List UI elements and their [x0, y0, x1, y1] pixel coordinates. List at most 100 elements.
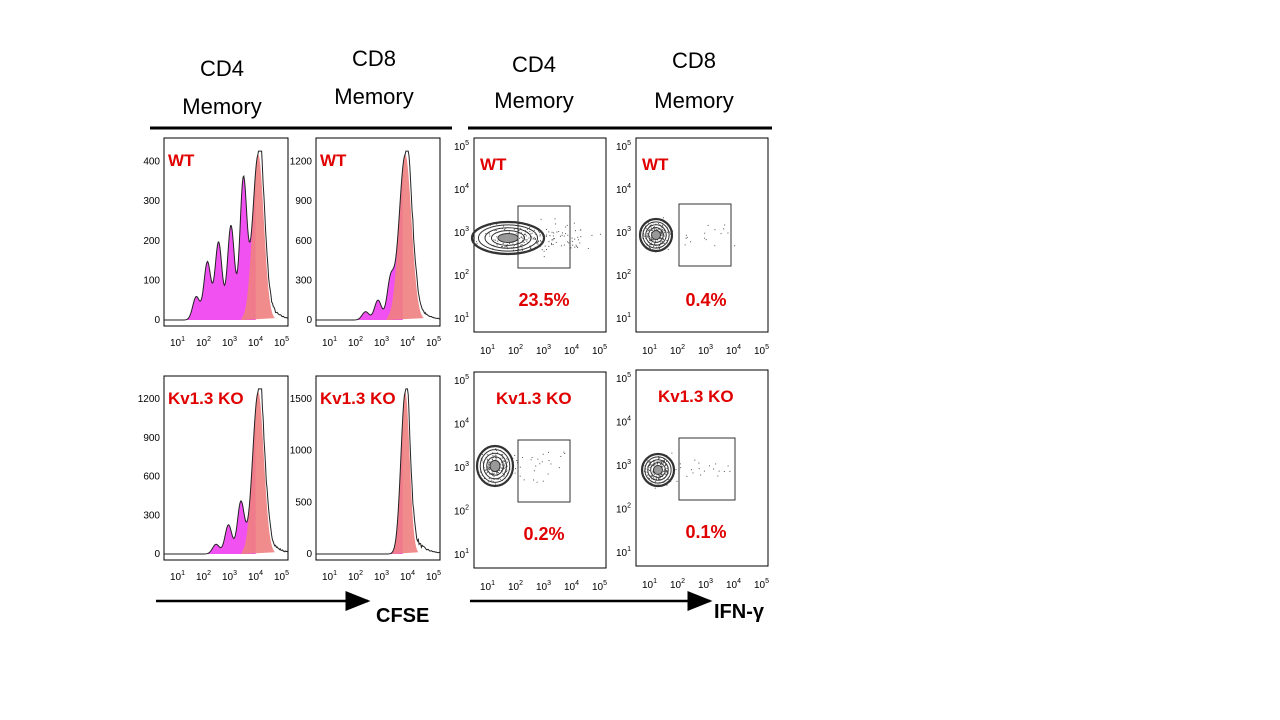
dot-cd8-ko-xtick-3: 103	[698, 578, 713, 591]
dot-cd8-ko-xtick-5: 105	[754, 578, 769, 591]
dot-cd8-wt: 101 102 103 104 105 101 102 103 104 105 WT 0.4%	[616, 137, 769, 357]
hist-cd4-wt-label: WT	[168, 151, 195, 170]
svg-text:Memory: Memory	[334, 84, 413, 109]
svg-text:Memory: Memory	[654, 88, 733, 113]
dot-cd8-ko-ytick-2: 102	[616, 503, 631, 516]
dot-cd8-wt-ytick-1: 101	[616, 312, 631, 325]
dot-cd8-ko-ytick-1: 101	[616, 546, 631, 559]
hist-cd4-ko-xtick-1: 101	[170, 570, 185, 583]
hist-cd8-ko-ytick-1: 500	[295, 497, 312, 508]
dot-cd8-wt-contour-1	[642, 221, 670, 249]
hist-cd8-ko-outline	[316, 388, 441, 555]
dot-cd4-wt-xtick-3: 103	[536, 344, 551, 357]
hist-cd4-ko-outline	[164, 388, 289, 555]
dot-cd4-ko: 101 102 103 104 105 101 102 103 104 105 Kv1.3 KO 0.…	[454, 371, 607, 593]
header-cd8-memory-ifn: CD8 Memory	[654, 48, 733, 113]
hist-cd8-ko: 0 500 1000 1500 101 102 103 104 105 Kv1.3 KO	[290, 375, 441, 583]
dot-cd8-wt-xtick-4: 104	[726, 344, 741, 357]
hist-cd4-wt-divided-area	[170, 173, 256, 320]
hist-cd4-ko-ytick-2: 600	[143, 472, 160, 483]
hist-cd4-ko-ytick-3: 900	[143, 433, 160, 444]
hist-cd4-ko-ytick-1: 300	[143, 510, 160, 521]
header-cd4-memory-ifn: CD4 Memory	[494, 52, 573, 113]
hist-cd8-ko-xtick-1: 101	[322, 570, 337, 583]
dot-cd4-wt-contour-4	[497, 233, 519, 243]
dot-cd4-ko-ytick-3: 103	[454, 461, 469, 474]
dot-cd4-ko-contour-0	[475, 444, 515, 488]
hist-cd8-ko-undivided-peak	[392, 392, 419, 554]
dot-cd8-ko-ytick-3: 103	[616, 459, 631, 472]
dot-cd8-ko: 101 102 103 104 105 101 102 103 104 105 Kv1.3 KO 0.…	[616, 369, 769, 591]
dot-cd4-ko-ytick-2: 102	[454, 505, 469, 518]
hist-cd8-wt-xtick-3: 103	[374, 336, 389, 349]
hist-cd4-wt-ytick-3: 300	[143, 196, 160, 207]
dot-cd8-ko-ytick-4: 104	[616, 416, 631, 429]
hist-cd8-wt-xtick-5: 105	[426, 336, 441, 349]
hist-cd4-ko-label: Kv1.3 KO	[168, 389, 244, 408]
dot-cd4-ko-xtick-3: 103	[536, 580, 551, 593]
dot-cd8-ko-ytick-5: 105	[616, 372, 631, 385]
hist-cd8-wt-ytick-2: 600	[295, 236, 312, 247]
cfse-axis-label: CFSE	[376, 605, 429, 627]
dot-cd8-wt-contour-2	[645, 224, 667, 246]
dot-cd8-wt-gate-percent: 0.4%	[685, 290, 726, 310]
dot-cd4-wt-ytick-1: 101	[454, 312, 469, 325]
svg-text:CD8: CD8	[352, 46, 396, 71]
dot-cd4-ko-ytick-1: 101	[454, 548, 469, 561]
dot-cd4-wt-gate-percent: 23.5%	[518, 290, 569, 310]
hist-cd4-ko-xtick-3: 103	[222, 570, 237, 583]
hist-cd8-ko-ytick-0: 0	[306, 549, 312, 560]
dot-cd8-wt-contour-4	[651, 230, 661, 240]
dot-cd4-ko-xtick-5: 105	[592, 580, 607, 593]
dot-cd8-ko-contour-2	[647, 459, 669, 481]
hist-cd8-wt-xtick-1: 101	[322, 336, 337, 349]
hist-cd4-ko-ytick-0: 0	[154, 549, 160, 560]
hist-cd8-ko-ytick-3: 1500	[290, 394, 313, 405]
dot-cd4-wt-xtick-5: 105	[592, 344, 607, 357]
hist-cd4-wt-outline	[164, 150, 289, 321]
dot-cd4-ko-gate	[517, 439, 571, 503]
hist-cd4-ko-xtick-4: 104	[248, 570, 263, 583]
hist-cd4-wt-xtick-3: 103	[222, 336, 237, 349]
dot-cd8-wt-ytick-2: 102	[616, 269, 631, 282]
hist-cd8-wt: 0 300 600 900 1200 101 102 103 104 105 WT	[290, 137, 441, 349]
hist-cd8-ko-xtick-4: 104	[400, 570, 415, 583]
svg-text:Memory: Memory	[494, 88, 573, 113]
dot-cd8-wt-xtick-2: 102	[670, 344, 685, 357]
dot-cd4-wt-xtick-1: 101	[480, 344, 495, 357]
hist-cd4-wt-ytick-1: 100	[143, 275, 160, 286]
dot-cd4-wt-contour-2	[484, 227, 532, 249]
dot-cd4-ko-xtick-1: 101	[480, 580, 495, 593]
hist-cd8-ko-ytick-2: 1000	[290, 446, 313, 457]
hist-cd4-ko-xtick-5: 105	[274, 570, 289, 583]
dot-cd4-wt-contour-1	[477, 224, 539, 252]
dot-cd8-ko-gate-percent: 0.1%	[685, 522, 726, 542]
hist-cd8-wt-xtick-4: 104	[400, 336, 415, 349]
dot-cd4-wt: 101 102 103 104 105 101 102 103 104 105 WT 23.5%	[454, 137, 607, 357]
svg-text:CD4: CD4	[512, 52, 556, 77]
hist-cd8-wt-ytick-0: 0	[306, 315, 312, 326]
hist-cd8-wt-ytick-1: 300	[295, 275, 312, 286]
hist-cd4-ko-ytick-4: 1200	[138, 394, 161, 405]
hist-cd4-ko-undivided-peak	[241, 392, 275, 554]
dot-cd8-ko-contour-3	[650, 462, 666, 478]
dot-cd4-ko-contour-2	[482, 452, 508, 480]
dot-cd8-ko-contour-0	[640, 452, 676, 488]
hist-cd4-wt-xtick-4: 104	[248, 336, 263, 349]
hist-cd4-wt-ytick-0: 0	[154, 315, 160, 326]
dot-cd8-wt-gate	[678, 203, 732, 267]
dot-cd4-ko-contour-1	[479, 449, 511, 483]
dot-cd4-ko-ytick-5: 105	[454, 374, 469, 387]
svg-text:CD8: CD8	[672, 48, 716, 73]
dot-cd8-wt-ytick-4: 104	[616, 183, 631, 196]
hist-cd8-ko-xtick-2: 102	[348, 570, 363, 583]
ifn-axis-label: IFN-γ	[714, 601, 765, 623]
dot-cd4-wt-label: WT	[480, 155, 507, 174]
dot-cd8-ko-xtick-2: 102	[670, 578, 685, 591]
hist-cd4-wt-xtick-1: 101	[170, 336, 185, 349]
dot-cd4-wt-xtick-4: 104	[564, 344, 579, 357]
dot-cd4-wt-ytick-4: 104	[454, 183, 469, 196]
hist-cd8-wt-ytick-3: 900	[295, 196, 312, 207]
dot-cd8-ko-contour-4	[653, 465, 663, 475]
